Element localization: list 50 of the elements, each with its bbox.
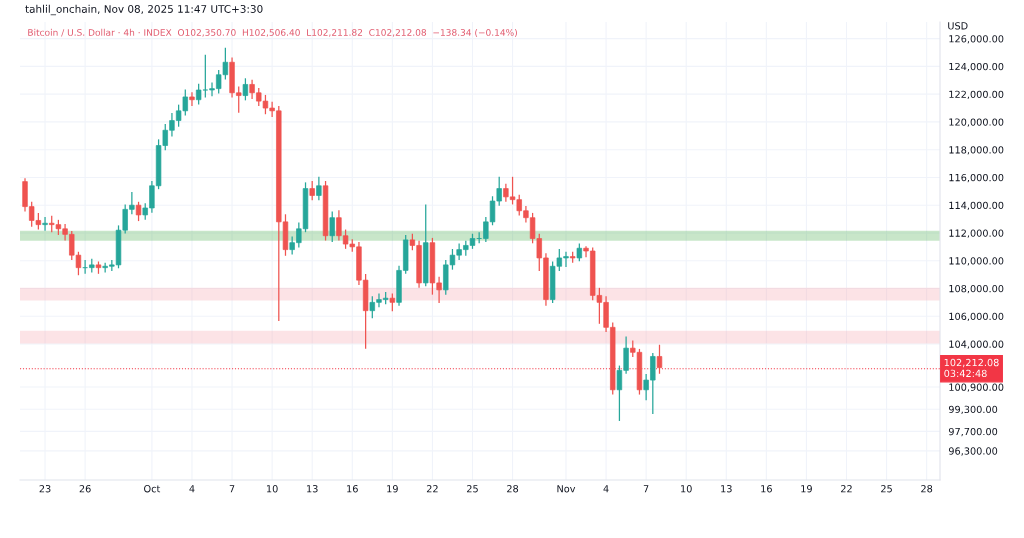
x-tick-label: 28 xyxy=(507,485,519,493)
x-tick-label: 28 xyxy=(921,485,933,493)
x-tick-label: 16 xyxy=(761,485,772,493)
candlestick xyxy=(135,201,142,222)
candlestick xyxy=(42,217,48,231)
x-tick-label: 16 xyxy=(347,485,358,493)
text: Bitcoin / U.S. Dollar · 4h · INDEX O102,350.70 H102,506.40 L102,211.82 C102,212.08 −138.34 (−0.14%) xyxy=(28,28,517,37)
x-tick-label: 13 xyxy=(721,485,732,493)
y-tick-label: 108,000.00 xyxy=(949,284,1004,294)
x-tick-label: 7 xyxy=(229,485,235,493)
y-tick-label: 106,000.00 xyxy=(949,312,1004,322)
candlestick xyxy=(309,180,315,201)
y-tick-label: 114,000.00 xyxy=(949,201,1004,211)
y-tick-label: 124,000.00 xyxy=(949,62,1004,72)
y-tick-label: 97,700.00 xyxy=(948,427,998,437)
x-tick-label: 22 xyxy=(426,485,438,493)
x-tick-label: 4 xyxy=(603,485,609,493)
y-axis-title: USD xyxy=(948,22,968,30)
y-tick-label: 122,000.00 xyxy=(949,90,1004,99)
candlestick xyxy=(329,211,335,242)
y-tick-label: 126,000.00 xyxy=(949,35,1004,44)
ref-line-label: 102,212.08 03:42:48 xyxy=(944,358,999,378)
x-tick-label: 19 xyxy=(387,485,398,493)
y-tick-label: 110,000.00 xyxy=(949,257,1004,266)
x-tick-label: 7 xyxy=(643,485,649,493)
y-tick-label: 96,300.00 xyxy=(948,447,998,456)
x-tick-label: 26 xyxy=(79,485,91,493)
y-tick-label: 104,000.00 xyxy=(949,340,1004,349)
y-tick-label: 120,000.00 xyxy=(949,118,1004,127)
y-tick-label: 118,000.00 xyxy=(949,146,1004,155)
y-tick-label: 100,900.00 xyxy=(949,383,1004,392)
x-tick-label: 25 xyxy=(881,485,892,493)
chart-title: tahlil_onchain, Nov 08, 2025 11:47 UTC+3:30 xyxy=(25,4,263,16)
y-tick-label: 99,300.00 xyxy=(948,405,998,415)
x-tick-label: 10 xyxy=(681,485,692,493)
y-tick-label: 112,000.00 xyxy=(949,229,1004,238)
x-tick-label: 22 xyxy=(841,485,852,493)
candlestick xyxy=(316,176,322,201)
candlestick xyxy=(189,92,195,106)
x-tick-label: 23 xyxy=(39,485,51,493)
x-tick-label: 25 xyxy=(467,485,478,493)
x-tick-label: 13 xyxy=(307,485,318,493)
candlestick xyxy=(656,344,663,374)
x-tick-label: 4 xyxy=(189,485,195,493)
x-tick-label: Oct xyxy=(144,485,161,493)
candlestick xyxy=(242,78,249,101)
x-tick-label: 10 xyxy=(267,485,278,493)
y-tick-label: 116,000.00 xyxy=(949,173,1004,183)
x-tick-label: Nov xyxy=(557,485,576,493)
x-tick-label: 19 xyxy=(801,485,812,493)
